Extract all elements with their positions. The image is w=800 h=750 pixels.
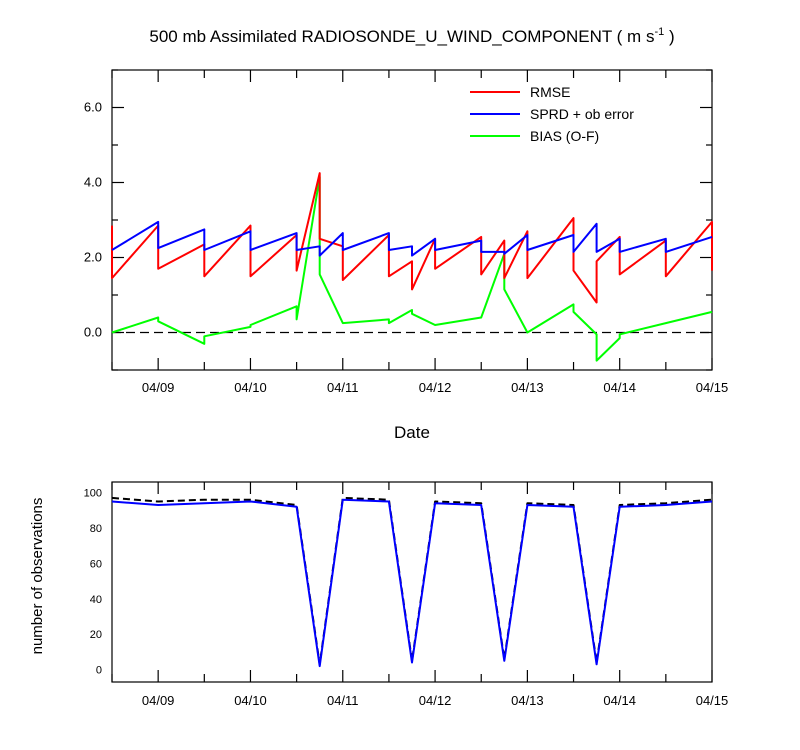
chart-title-superscript: -1 — [654, 26, 664, 38]
bottom-plot-area: 04/09 04/10 04/11 04/12 04/13 04/14 04/15 0 20 40… — [84, 481, 729, 708]
x-tick-label: 04/15 — [696, 693, 729, 708]
x-tick-label: 04/10 — [234, 380, 267, 395]
legend-label-bias-o-f: BIAS (O-F) — [530, 128, 599, 144]
x-tick-label: 04/14 — [603, 380, 636, 395]
y-axis-label: number of observations — [29, 498, 46, 655]
x-tick-label: 04/09 — [142, 380, 175, 395]
y-tick-label: 20 — [90, 629, 102, 641]
series-line-assimilated-obs — [111, 498, 713, 668]
y-tick-label: 0 — [96, 665, 102, 677]
x-tick-label: 04/09 — [142, 693, 175, 708]
y-tick-label: 4.0 — [84, 175, 102, 190]
y-tick-label: 40 — [90, 594, 102, 606]
y-tick-label: 100 — [84, 488, 102, 500]
legend-label-rmse: RMSE — [530, 84, 570, 100]
x-tick-label: 04/13 — [511, 380, 544, 395]
bottom-chart: 04/09 04/10 04/11 04/12 04/13 04/14 04/15 0 20 40… — [29, 481, 729, 708]
y-tick-label: 6.0 — [84, 100, 102, 115]
x-tick-label: 04/11 — [327, 380, 359, 395]
chart-title: 500 mb Assimilated RADIOSONDE_U_WIND_COM… — [149, 26, 674, 46]
x-tick-label: 04/13 — [511, 693, 544, 708]
x-tick-label: 04/12 — [419, 380, 452, 395]
chart-title-main: 500 mb Assimilated RADIOSONDE_U_WIND_COM… — [149, 27, 654, 46]
plot-frame — [111, 481, 713, 683]
x-tick-label: 04/11 — [327, 693, 359, 708]
top-plot-area: 04/09 04/10 04/11 04/12 04/13 04/14 04/15 0.0 2.… — [84, 69, 729, 395]
x-tick-label: 04/14 — [603, 693, 636, 708]
legend: RMSE SPRD + ob error BIAS (O-F) — [470, 84, 634, 144]
y-tick-label: 2.0 — [84, 250, 102, 265]
series-line-bias-o-f — [111, 175, 713, 362]
series-line-possible-obs — [111, 496, 713, 666]
y-tick-label: 80 — [90, 523, 102, 535]
y-tick-label: 0.0 — [84, 325, 102, 340]
top-chart: 500 mb Assimilated RADIOSONDE_U_WIND_COM… — [84, 26, 728, 442]
y-tick-label: 60 — [90, 558, 102, 570]
x-tick-label: 04/15 — [696, 380, 729, 395]
chart-title-end: ) — [664, 27, 674, 46]
series-line-sprd-ob-error — [111, 220, 713, 257]
x-tick-label: 04/12 — [419, 693, 452, 708]
x-tick-label: 04/10 — [234, 693, 267, 708]
series-line-rmse — [111, 172, 713, 304]
x-axis-label: Date — [394, 423, 430, 442]
legend-label-sprd-ob-error: SPRD + ob error — [530, 106, 634, 122]
